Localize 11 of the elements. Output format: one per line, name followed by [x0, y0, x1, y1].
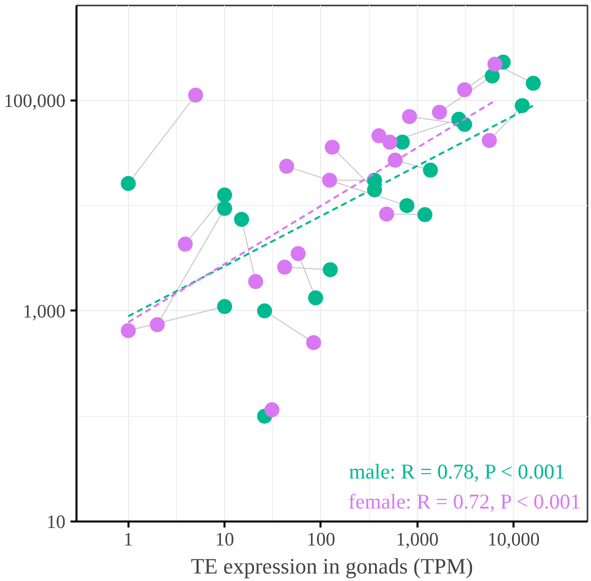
annotation: female: R = 0.72, P < 0.001	[348, 490, 581, 514]
x-tick-label: 10,000	[487, 530, 540, 550]
y-tick-label: 1,000	[22, 301, 66, 322]
annotation: male: R = 0.78, P < 0.001	[348, 460, 565, 484]
x-tick-label: 100	[306, 530, 336, 550]
x-tick-label: 10	[215, 530, 234, 550]
x-tick-label: 1	[124, 530, 134, 550]
x-tick-label: 1,000	[396, 530, 439, 550]
y-tick-label: 10	[46, 512, 66, 533]
y-tick-label: 100,000	[4, 90, 66, 112]
x-axis-title: TE expression in gonads (TPM)	[190, 554, 474, 578]
